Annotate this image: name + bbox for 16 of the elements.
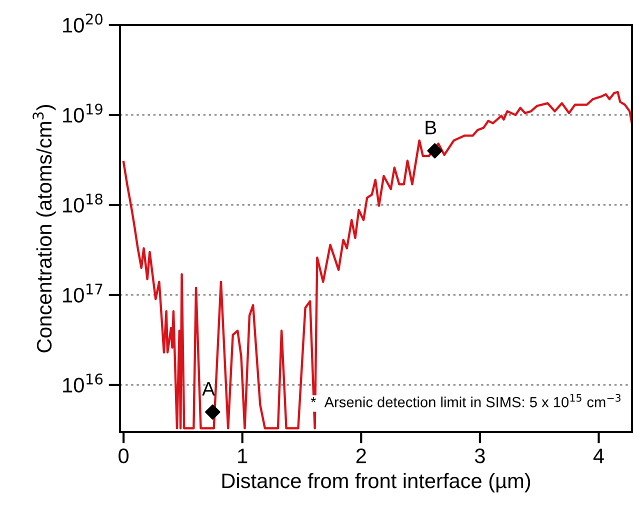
x-tick-label: 4 [593, 448, 604, 464]
y-tick-label: 10$^{18}$ [63, 194, 102, 213]
y-tick-label: 10$^{19}$ [63, 104, 102, 123]
y-tick-label: 10$^{17}$ [63, 284, 102, 303]
x-tick-label: 0 [118, 448, 129, 464]
annotation: * Arsenic detection limit in SIMS: 5 x 10$^{15}$ cm$^{−3}$ [310, 394, 620, 408]
x-axis-title: Distance from front interface (µm) [222, 472, 530, 492]
y-axis-title: Concentration (atoms/cm$^{3}$) [32, 104, 56, 352]
x-tick-label: 1 [238, 448, 248, 464]
annotation: A [202, 382, 215, 396]
x-tick-label: 2 [356, 448, 366, 464]
annotation: B [426, 120, 436, 134]
y-tick-label: 10$^{20}$ [63, 14, 102, 33]
y-tick-label: 10$^{16}$ [63, 374, 103, 393]
line-series [122, 90, 632, 430]
x-tick-label: 3 [474, 448, 485, 464]
